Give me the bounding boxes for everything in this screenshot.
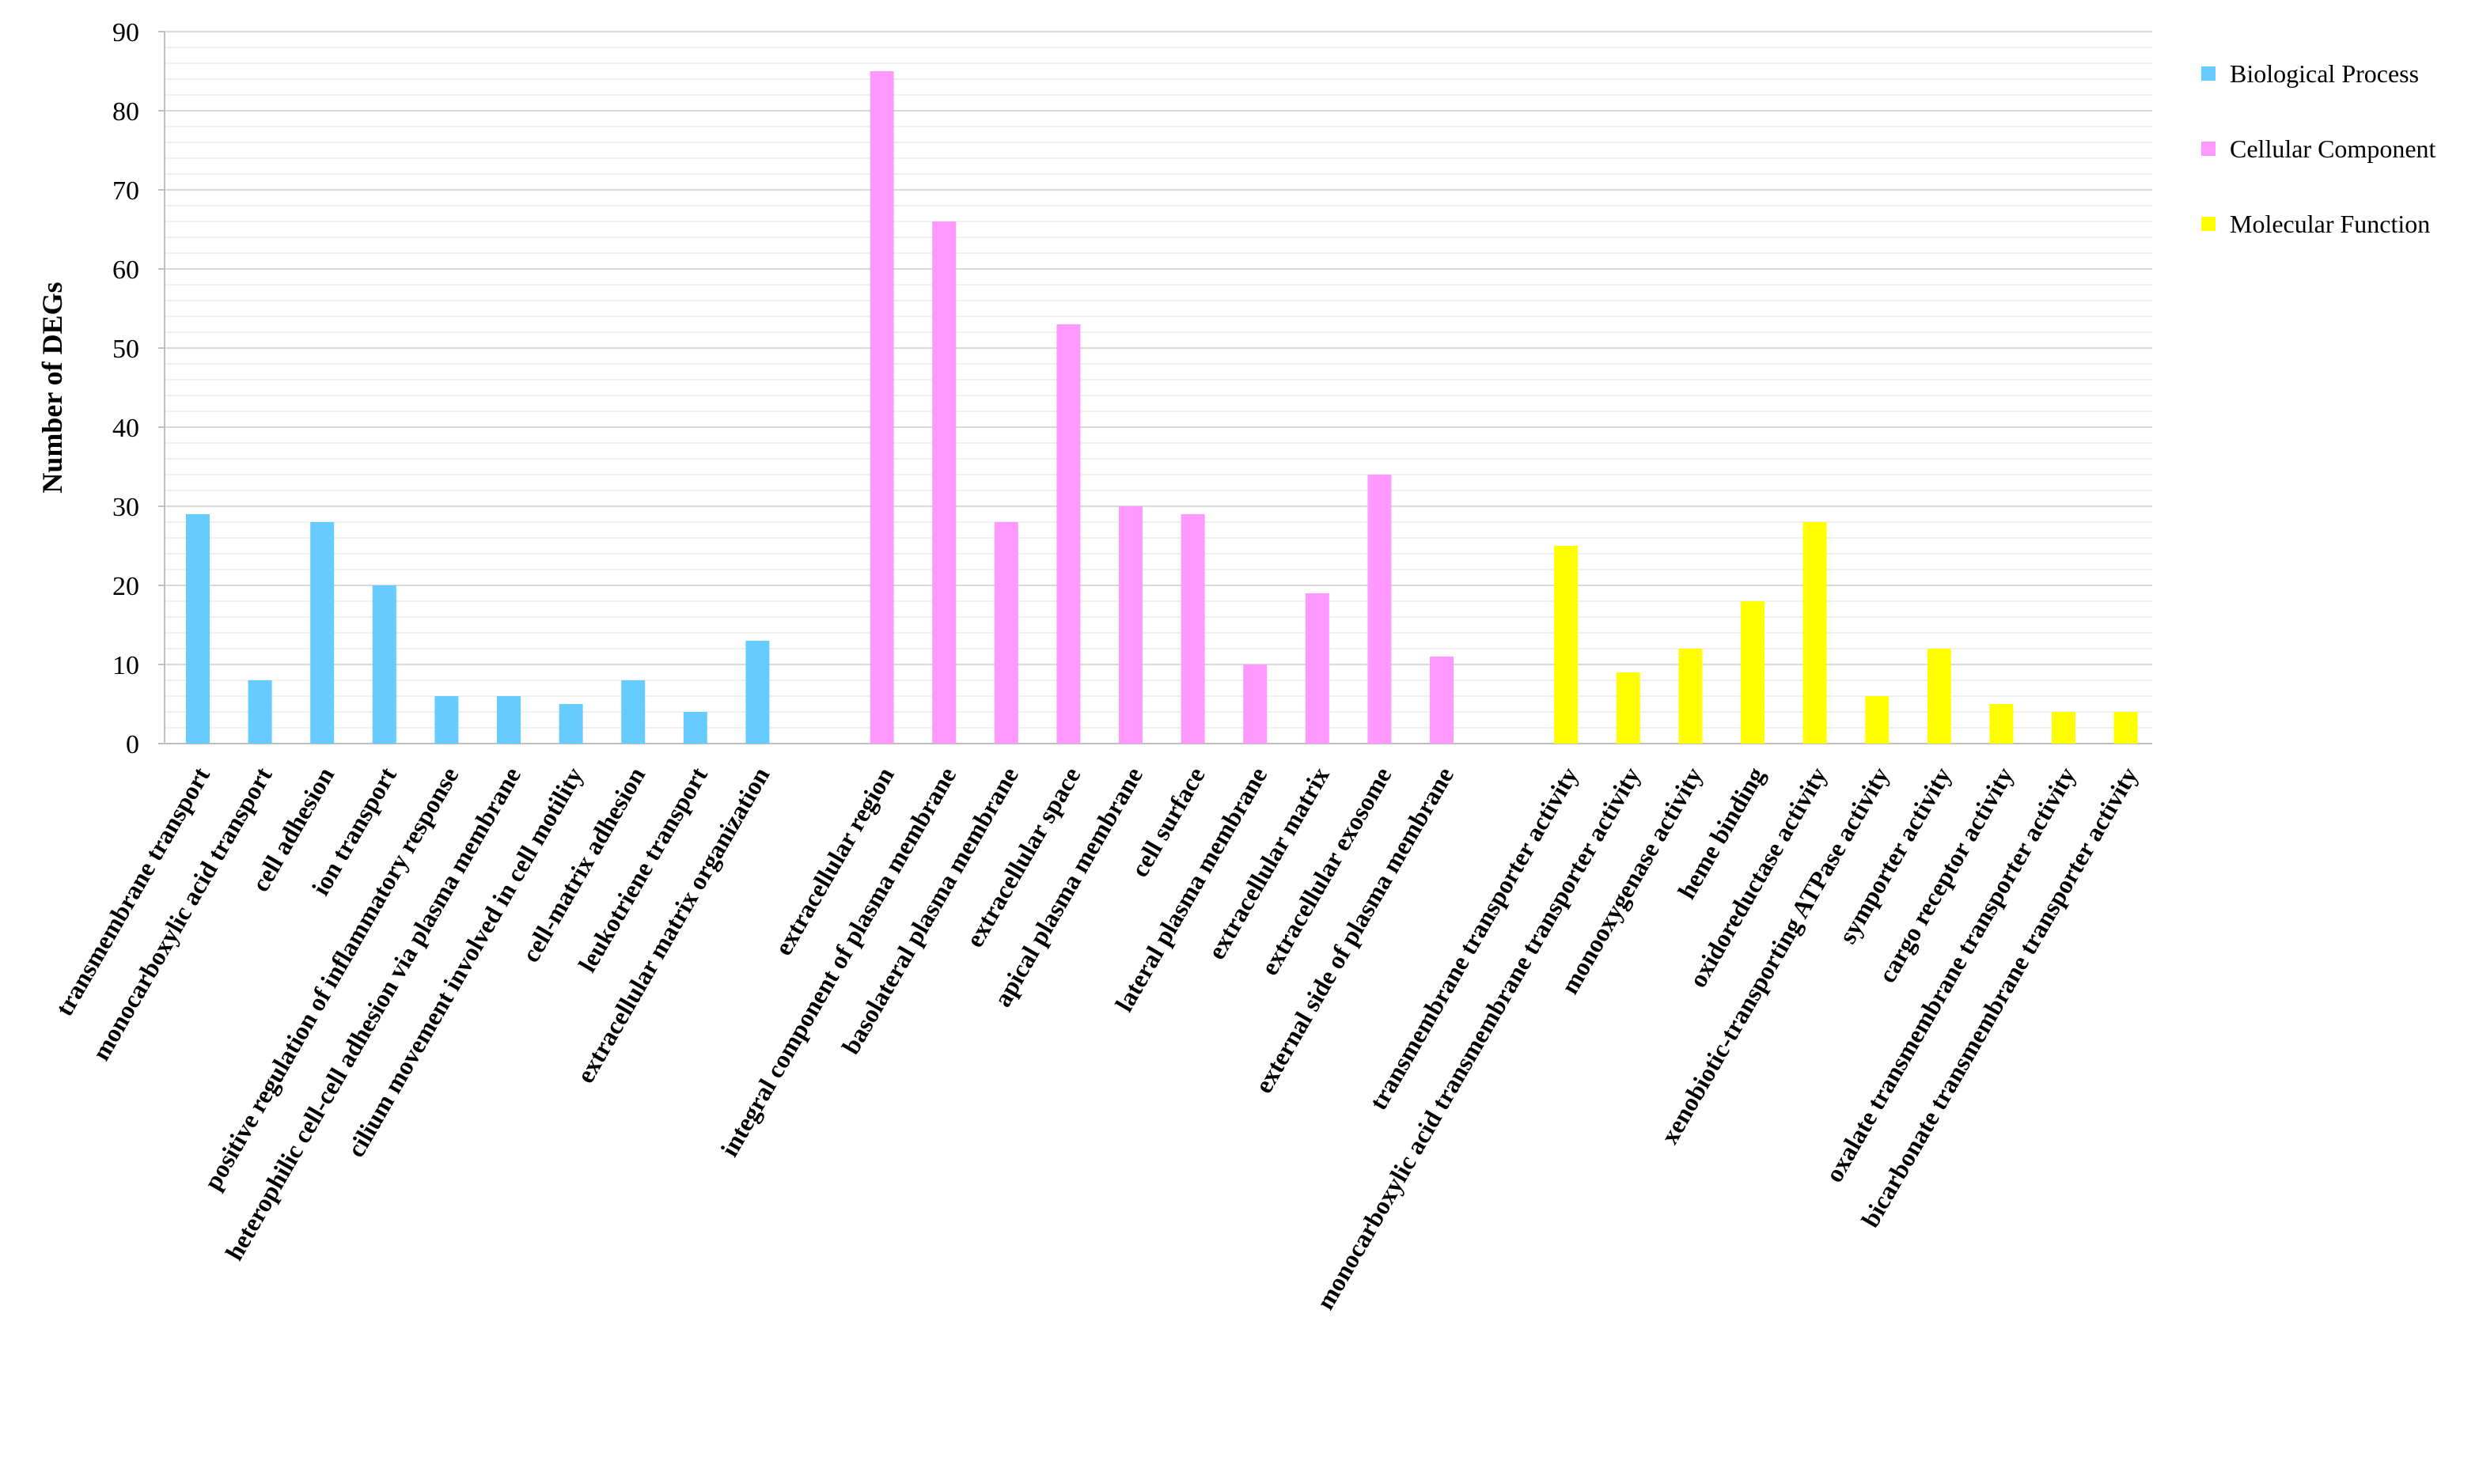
y-tick-label: 40 [112,414,139,443]
y-tick-label: 60 [112,256,139,285]
bar [870,71,894,744]
bar [683,712,707,744]
legend-swatch [2201,66,2216,81]
legend-label: Molecular Function [2230,210,2430,238]
bar [1802,522,1827,744]
bar [186,514,210,744]
bar [932,221,957,744]
bar [745,641,770,744]
bar [1678,649,1703,744]
category-label: cilium movement involved in cell motilit… [341,763,588,1162]
category-label: extracellular space [960,763,1086,952]
bar [621,680,646,744]
y-tick-label: 20 [112,572,139,601]
category-label: monocarboxylic acid transmembrane transp… [1310,763,1646,1315]
bar [1554,546,1579,744]
legend-swatch [2201,217,2216,231]
y-tick-label: 80 [112,97,139,127]
bar [1367,475,1392,744]
bar [1865,696,1890,744]
gridlines [165,31,2152,744]
bar [1616,672,1640,744]
bar [559,704,583,744]
category-label: symporter activity [1833,763,1957,948]
bar [2052,712,2075,744]
y-tick-label: 50 [112,335,139,364]
bar [2113,712,2138,744]
bar [994,522,1018,744]
y-tick-label: 10 [112,651,139,680]
y-tick-label: 90 [112,18,139,47]
bar [1927,649,1951,744]
legend: Biological Process Cellular Component Mole… [2201,59,2436,238]
bar [1741,601,1764,744]
legend-label: Cellular Component [2230,134,2436,163]
y-tick-label: 30 [112,493,139,522]
bar [434,696,459,744]
legend-label: Biological Process [2230,59,2419,88]
bar [1989,704,2014,744]
bar [1056,324,1081,744]
bars [186,71,2138,744]
bar [1119,506,1143,744]
y-tick-label: 0 [126,730,139,759]
legend-swatch [2201,142,2216,156]
bar [372,585,396,744]
bar [248,680,272,744]
bar [497,696,521,744]
category-label: heterophilic cell-cell adhesion via plas… [219,763,526,1266]
category-label: integral component of plasma membrane [715,763,961,1161]
y-tick-label: 70 [112,176,139,206]
y-axis-label: Number of DEGs [36,282,68,493]
bar [310,522,335,744]
bar [1181,514,1205,744]
bar [1430,657,1454,744]
bar [1305,593,1329,744]
bar [1243,664,1268,744]
